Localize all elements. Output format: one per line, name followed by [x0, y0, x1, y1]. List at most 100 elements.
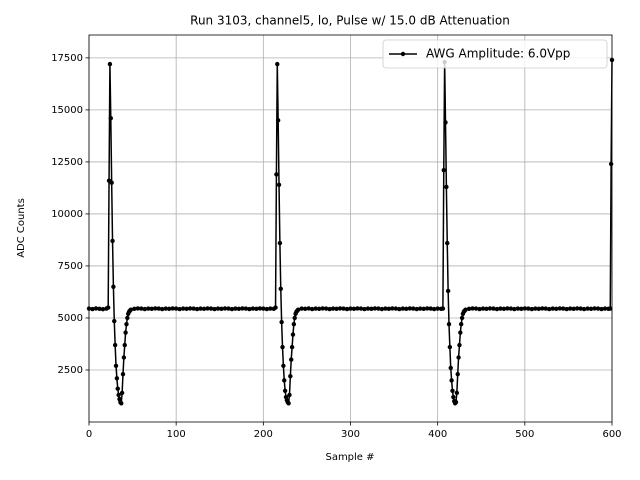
x-tick-label: 400: [428, 429, 447, 440]
data-point: [557, 306, 562, 311]
data-point: [554, 306, 559, 312]
data-point: [268, 306, 273, 311]
data-point: [119, 390, 125, 396]
data-point: [142, 306, 147, 312]
data-point: [135, 306, 141, 311]
data-point: [132, 306, 137, 312]
data-point: [477, 306, 482, 312]
data-point: [233, 306, 238, 311]
data-point: [581, 306, 587, 312]
data-point: [184, 306, 189, 312]
data-point: [302, 306, 308, 312]
data-point: [443, 120, 448, 125]
data-point: [93, 306, 99, 311]
data-point: [397, 306, 402, 312]
data-point: [330, 306, 336, 311]
data-point: [115, 386, 120, 391]
data-point: [250, 306, 256, 311]
data-point: [508, 306, 514, 311]
data-point: [592, 306, 597, 311]
data-point: [323, 306, 329, 311]
data-point: [257, 306, 263, 311]
data-point: [277, 240, 283, 246]
data-point: [404, 306, 409, 312]
data-point: [149, 306, 154, 312]
data-point: [292, 315, 297, 321]
data-point: [578, 306, 583, 311]
data-point: [286, 401, 291, 406]
data-point: [170, 306, 175, 311]
chart-title: Run 3103, channel5, lo, Pulse w/ 15.0 dB…: [190, 14, 510, 28]
data-point: [574, 306, 580, 311]
data-point: [453, 400, 459, 405]
data-point: [599, 306, 604, 312]
data-point: [116, 392, 121, 398]
data-point: [201, 306, 207, 312]
data-point: [160, 306, 165, 312]
data-point: [470, 306, 475, 311]
data-point: [444, 184, 449, 190]
x-tick-label: 600: [602, 429, 621, 440]
data-point: [411, 306, 416, 311]
data-point: [466, 306, 472, 312]
data-point: [299, 306, 304, 311]
data-point: [533, 306, 538, 311]
data-point: [275, 61, 280, 67]
data-point: [550, 306, 555, 311]
x-axis-label: Sample #: [325, 452, 374, 463]
data-point: [431, 306, 437, 312]
data-point: [386, 306, 392, 312]
data-point: [519, 306, 524, 312]
legend-marker: [400, 51, 406, 57]
data-point: [529, 306, 535, 312]
data-point: [435, 306, 440, 311]
data-point: [264, 306, 270, 312]
data-point: [543, 306, 548, 311]
data-point: [567, 306, 573, 311]
y-tick-label: 7500: [58, 261, 83, 272]
data-point: [173, 306, 179, 311]
data-point: [445, 288, 451, 294]
data-point: [327, 306, 332, 312]
data-point: [585, 306, 590, 311]
data-point: [372, 306, 378, 311]
data-point: [288, 374, 293, 379]
data-point: [393, 306, 399, 311]
data-point: [369, 306, 374, 312]
data-point: [407, 306, 412, 311]
data-point: [100, 307, 106, 312]
data-point: [414, 306, 419, 312]
data-point: [112, 342, 118, 348]
data-point: [119, 401, 124, 406]
data-point: [441, 168, 446, 173]
data-point: [123, 330, 128, 335]
data-point: [337, 306, 343, 311]
data-point: [290, 332, 296, 337]
data-point: [289, 357, 294, 362]
data-point: [421, 306, 426, 312]
data-point: [365, 306, 371, 311]
data-point: [122, 342, 127, 348]
data-point: [120, 371, 126, 377]
data-point: [240, 306, 245, 311]
data-point: [90, 306, 95, 312]
data-point: [379, 306, 385, 312]
y-tick-label: 10000: [51, 209, 83, 220]
x-tick-label: 0: [86, 429, 92, 440]
data-point: [383, 306, 388, 311]
data-point: [487, 306, 493, 311]
data-point: [139, 306, 144, 311]
y-axis-label: ADC Counts: [16, 198, 27, 258]
data-point: [445, 240, 450, 246]
data-point: [273, 305, 278, 310]
data-point: [400, 306, 405, 311]
data-point: [274, 172, 279, 177]
data-point: [449, 378, 454, 383]
data-point: [362, 306, 367, 312]
data-point: [109, 180, 114, 185]
data-point: [111, 284, 116, 289]
data-point: [440, 306, 446, 311]
data-point: [491, 306, 496, 311]
data-point: [114, 376, 120, 381]
